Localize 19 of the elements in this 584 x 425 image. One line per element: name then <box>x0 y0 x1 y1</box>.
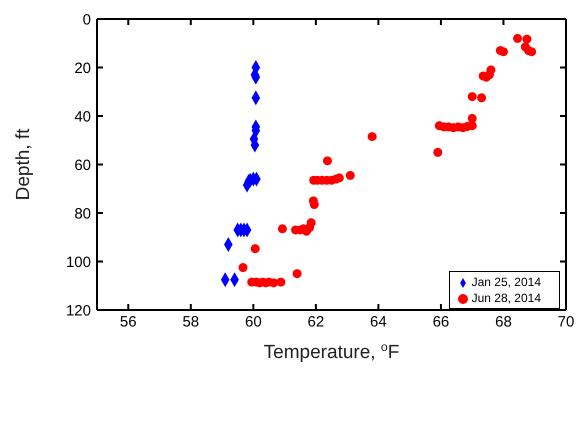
y-tick-label: 40 <box>74 108 91 126</box>
x-tick-label: 56 <box>120 314 137 331</box>
y-tick-label: 120 <box>66 302 91 320</box>
y-tick-label: 60 <box>74 156 91 174</box>
x-tick-label: 60 <box>244 314 262 331</box>
y-tick-label: 100 <box>66 254 91 271</box>
y-tick-label: 80 <box>74 205 91 222</box>
x-axis-title: Temperature, $^{o}$F <box>264 340 400 363</box>
x-tick-label: 70 <box>558 314 574 331</box>
x-tick-label: 62 <box>308 314 324 331</box>
x-tick-label: 66 <box>432 314 450 331</box>
x-tick-label: 58 <box>182 314 200 331</box>
y-tick-label: 0 <box>82 11 91 28</box>
legend-label: Jun 28, 2014 <box>472 291 541 305</box>
y-axis-title: Depth, ft <box>13 128 34 200</box>
y-tick-label: 20 <box>74 60 91 77</box>
x-tick-label: 64 <box>370 314 387 331</box>
legend-label: Jan 25, 2014 <box>472 275 541 289</box>
x-tick-label: 68 <box>495 314 512 331</box>
